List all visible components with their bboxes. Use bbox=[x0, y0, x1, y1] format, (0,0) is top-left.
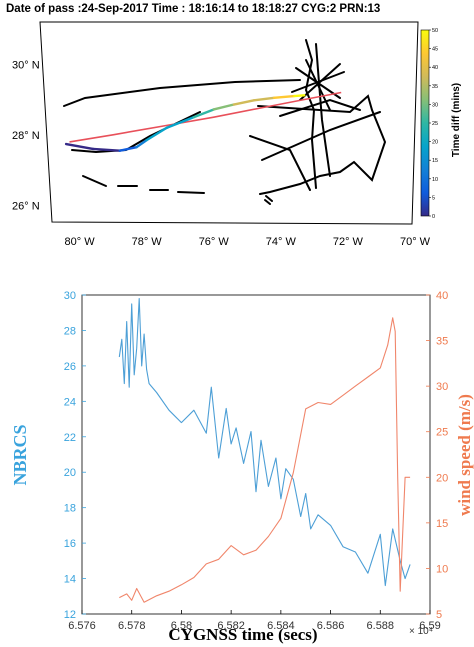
x-tick-label: 6.578 bbox=[118, 620, 146, 632]
track-colored-segment bbox=[145, 126, 168, 142]
colorbar-ticks: 0 5 10 15 20 25 30 35 40 45 50 bbox=[429, 28, 438, 220]
y-axis-label-right: wind speed (m/s) bbox=[455, 394, 474, 516]
colorbar bbox=[420, 29, 430, 217]
left-tick-label: 16 bbox=[64, 538, 76, 550]
right-tick-label: 20 bbox=[436, 472, 448, 484]
track-colored-segment bbox=[118, 145, 138, 152]
left-axis-ticks: 12 14 16 18 20 22 24 26 28 30 bbox=[64, 290, 86, 621]
lon-tick-label: 74° W bbox=[266, 236, 297, 248]
track-red bbox=[69, 91, 342, 143]
colorbar-tick-label: 0 bbox=[432, 214, 435, 220]
y-axis-label-left: NBRCS bbox=[10, 424, 30, 485]
lon-tick-label: 76° W bbox=[199, 236, 230, 248]
left-tick-label: 30 bbox=[64, 290, 76, 302]
colorbar-tick-label: 50 bbox=[432, 28, 438, 34]
left-tick-label: 14 bbox=[64, 574, 76, 586]
right-tick-label: 40 bbox=[436, 290, 448, 302]
right-tick-label: 35 bbox=[436, 336, 448, 348]
series-line-wind-speed bbox=[119, 317, 411, 603]
colorbar-tick-label: 35 bbox=[432, 84, 438, 90]
colorbar-tick-label: 45 bbox=[432, 47, 438, 53]
x-axis-label: CYGNSS time (secs) bbox=[168, 625, 317, 644]
left-tick-label: 24 bbox=[64, 396, 76, 408]
lon-tick-label: 80° W bbox=[65, 236, 96, 248]
x-tick-label: 6.58 bbox=[171, 620, 192, 632]
left-tick-label: 18 bbox=[64, 503, 76, 515]
x-tick-label: 6.59 bbox=[419, 620, 440, 632]
track-colored-segment bbox=[272, 94, 296, 100]
right-tick-label: 10 bbox=[436, 563, 448, 575]
series-lines bbox=[118, 297, 411, 603]
lon-tick-label: 78° W bbox=[132, 236, 163, 248]
lat-tick-label: 28° N bbox=[12, 130, 40, 142]
x-tick-label: 6.576 bbox=[68, 620, 96, 632]
lat-tick-label: 26° N bbox=[12, 200, 40, 212]
track-colored-segment bbox=[192, 108, 215, 119]
colorbar-tick-label: 30 bbox=[432, 102, 438, 108]
track-colored-segment bbox=[91, 147, 122, 152]
colorbar-tick-label: 40 bbox=[432, 65, 438, 71]
right-tick-label: 25 bbox=[436, 427, 448, 439]
colorbar-label: Time diff (mins) bbox=[451, 83, 462, 157]
track-colored-segment bbox=[252, 96, 276, 102]
colorbar-tick-label: 20 bbox=[432, 140, 438, 146]
x-axis-ticks: 6.576 6.578 6.58 6.582 6.584 6.586 6.588 6.59 bbox=[68, 610, 441, 632]
lon-tick-label: 72° W bbox=[333, 236, 364, 248]
colorbar-tick-label: 25 bbox=[432, 121, 438, 127]
track-colored-segment bbox=[212, 103, 236, 111]
track-colored-segment bbox=[165, 116, 195, 129]
track-colored-segment bbox=[64, 142, 95, 151]
colorbar-tick-label: 5 bbox=[432, 195, 435, 201]
right-axis-ticks: 5 10 15 20 25 30 35 40 bbox=[426, 290, 448, 621]
left-tick-label: 28 bbox=[64, 325, 76, 337]
right-tick-label: 5 bbox=[436, 609, 442, 621]
series-line-nbrcs bbox=[118, 297, 411, 587]
lon-tick-label: 70° W bbox=[400, 236, 431, 248]
x-tick-label: 6.586 bbox=[317, 620, 345, 632]
right-tick-label: 30 bbox=[436, 381, 448, 393]
x-tick-label: 6.584 bbox=[267, 620, 295, 632]
left-tick-label: 22 bbox=[64, 432, 76, 444]
track-colored-segment bbox=[293, 94, 306, 98]
map-tracks bbox=[64, 91, 342, 152]
track-colored-segment bbox=[135, 138, 148, 149]
colorbar-tick-label: 10 bbox=[432, 177, 438, 183]
map-lat-ticks: 26° N 28° N 30° N bbox=[12, 59, 40, 212]
left-tick-label: 12 bbox=[64, 609, 76, 621]
map-frame bbox=[39, 21, 419, 225]
x-multiplier: × 10⁴ bbox=[409, 626, 433, 637]
map-title: Date of pass :24-Sep-2017 Time : 18:16:1… bbox=[6, 3, 380, 15]
left-tick-label: 20 bbox=[64, 467, 76, 479]
lat-tick-label: 30° N bbox=[12, 59, 40, 71]
plot-area bbox=[81, 294, 431, 615]
right-tick-label: 15 bbox=[436, 518, 448, 530]
x-tick-label: 6.588 bbox=[367, 620, 395, 632]
coastline bbox=[63, 39, 387, 205]
track-colored-segment bbox=[232, 99, 256, 106]
x-tick-label: 6.582 bbox=[217, 620, 245, 632]
left-tick-label: 26 bbox=[64, 361, 76, 373]
colorbar-tick-label: 15 bbox=[432, 158, 438, 164]
map-lon-ticks: 80° W 78° W 76° W 74° W 72° W 70° W bbox=[65, 236, 431, 248]
